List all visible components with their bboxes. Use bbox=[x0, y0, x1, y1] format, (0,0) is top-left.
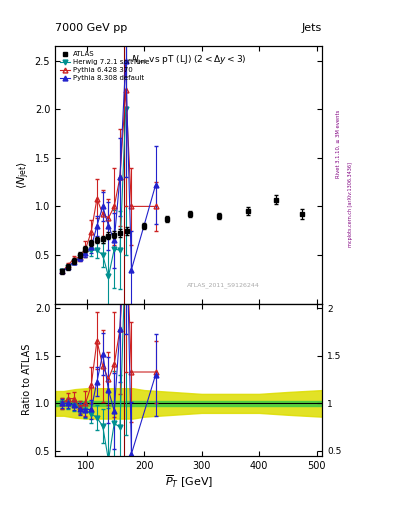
Text: Rivet 3.1.10, ≥ 3M events: Rivet 3.1.10, ≥ 3M events bbox=[336, 109, 341, 178]
Legend: ATLAS, Herwig 7.2.1 softTune, Pythia 6.428 370, Pythia 8.308 default: ATLAS, Herwig 7.2.1 softTune, Pythia 6.4… bbox=[59, 50, 151, 82]
Text: $N_{\rm jet}$ vs pT (LJ) ($2 < \Delta y < 3$): $N_{\rm jet}$ vs pT (LJ) ($2 < \Delta y … bbox=[131, 54, 246, 67]
Text: Jets: Jets bbox=[302, 23, 322, 33]
X-axis label: $\overline{P}_T$ [GeV]: $\overline{P}_T$ [GeV] bbox=[165, 473, 213, 490]
Text: mcplots.cern.ch [arXiv:1306.3436]: mcplots.cern.ch [arXiv:1306.3436] bbox=[348, 162, 353, 247]
Y-axis label: Ratio to ATLAS: Ratio to ATLAS bbox=[22, 344, 32, 415]
Y-axis label: $\langle N_{\rm jet}\rangle$: $\langle N_{\rm jet}\rangle$ bbox=[15, 161, 32, 189]
Text: ATLAS_2011_S9126244: ATLAS_2011_S9126244 bbox=[187, 283, 260, 288]
Text: 7000 GeV pp: 7000 GeV pp bbox=[55, 23, 127, 33]
